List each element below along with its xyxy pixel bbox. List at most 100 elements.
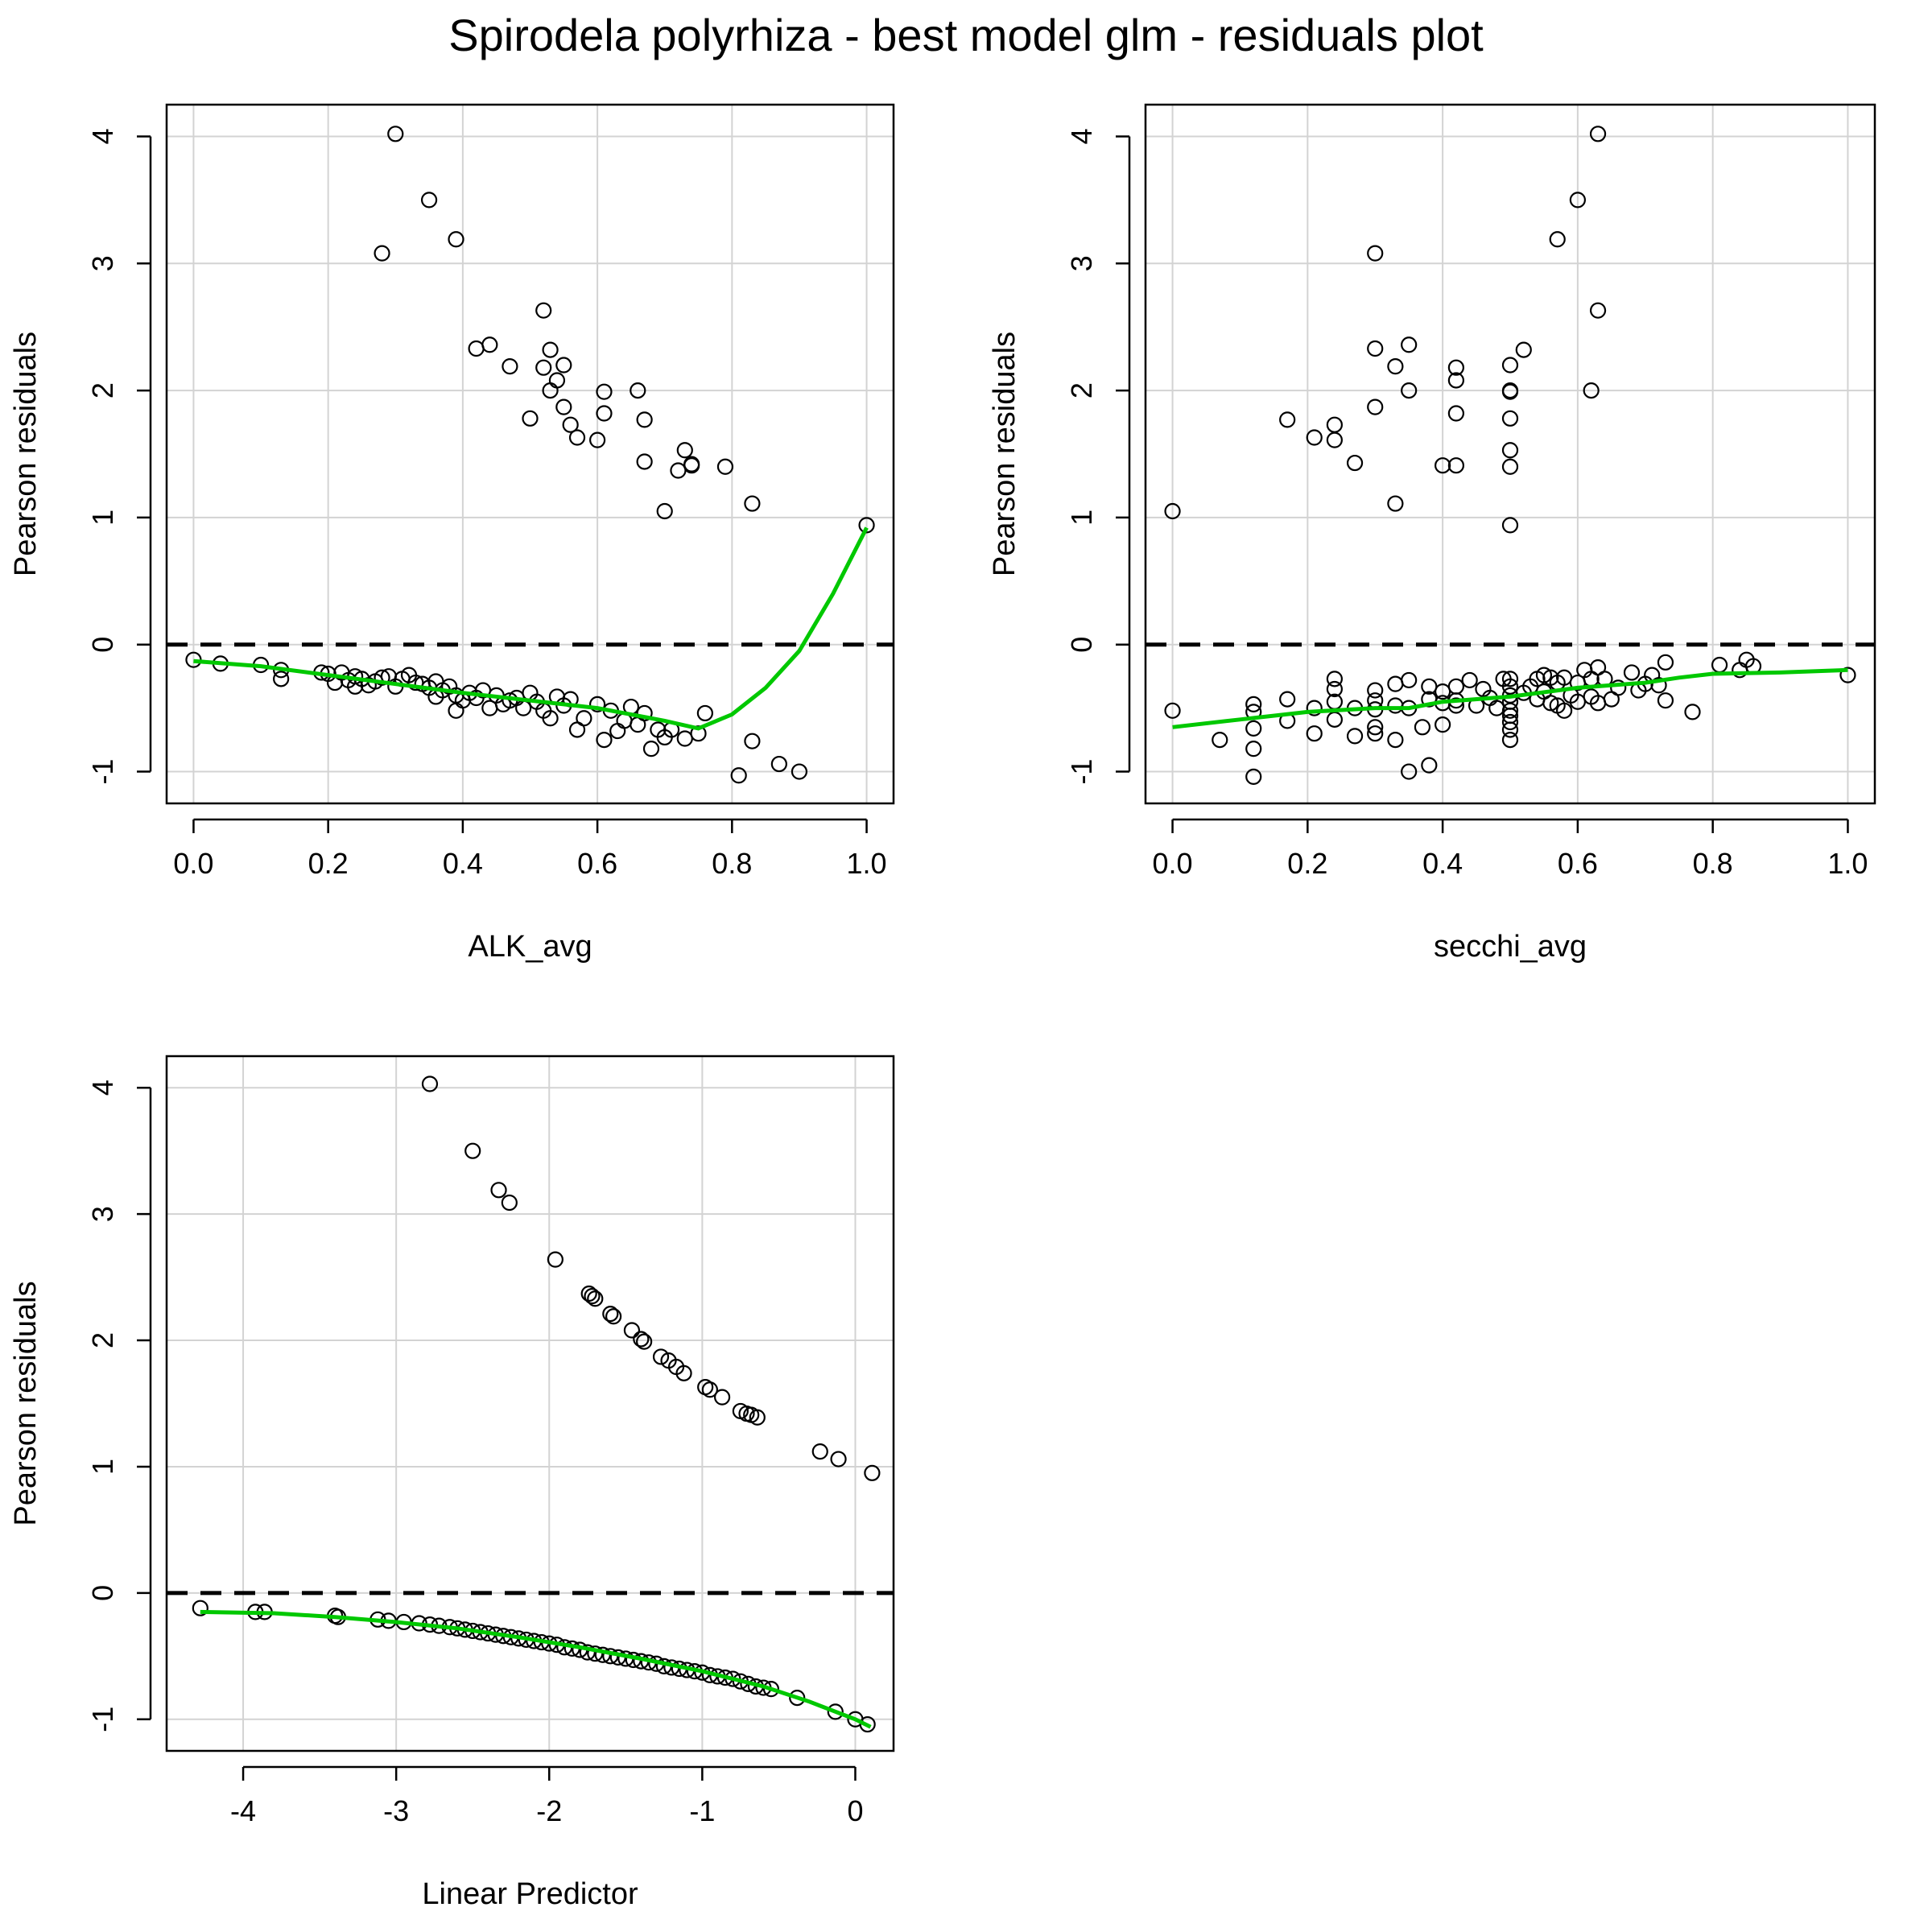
panel-2-point-115: [1549, 231, 1566, 248]
panel-3-point-0: [192, 1600, 208, 1616]
panel-3-xlabel: Linear Predictor: [422, 1877, 638, 1911]
panel-1-point-94: [716, 458, 734, 475]
panel-2-point-12: [1326, 680, 1343, 698]
panel-1-point-85: [596, 383, 613, 400]
panel-2-point-25: [1401, 671, 1418, 689]
panel-2-ytick-label-4: 3: [1065, 255, 1098, 271]
panel-2-ytick-label-1: 0: [1065, 637, 1098, 653]
panel-3-xtick-label-4: 0: [847, 1794, 863, 1827]
panel-2-point-103: [1447, 359, 1464, 376]
panel-2-point-14: [1326, 711, 1343, 728]
panel-1-point-89: [636, 453, 653, 470]
panel-1-xtick-label-0: 0.0: [173, 847, 213, 880]
panel-1-point-76: [542, 341, 559, 358]
panel-3-ytick-label-3: 2: [86, 1332, 119, 1348]
panel-2-point-23: [1387, 697, 1404, 714]
panel-2-point-51: [1501, 721, 1519, 738]
panel-2-point-109: [1501, 410, 1519, 427]
panel-2-point-22: [1387, 675, 1404, 692]
panel-2-point-52: [1501, 731, 1519, 749]
panel-1-point-4: [273, 671, 290, 687]
panel-3-point-76: [701, 1381, 718, 1398]
panel-1-point-97: [858, 517, 875, 534]
panel-2-point-93: [1326, 431, 1343, 448]
panel-2-point-100: [1401, 336, 1418, 353]
panel-1-point-82: [562, 416, 579, 433]
panel-2-point-27: [1401, 763, 1418, 780]
panel-3-point-71: [652, 1348, 670, 1365]
panel-2-point-0: [1164, 702, 1181, 719]
panel-2-point-117: [1583, 382, 1600, 399]
panel-1-xtick-label-1: 0.2: [308, 847, 349, 880]
panel-2-point-37: [1447, 697, 1464, 714]
panel-1-point-55: [636, 704, 653, 722]
panel-1-point-38: [515, 700, 532, 716]
panel-3-point-59: [464, 1142, 481, 1159]
panel-1-ytick-label-0: -1: [86, 759, 119, 785]
panel-3-point-55: [827, 1703, 844, 1720]
panel-2-point-24: [1387, 731, 1404, 749]
panel-1-xtick-label-5: 1.0: [847, 847, 887, 880]
panel-1: 0.0 0.2 0.4 0.6 0.8 1.0 -1 0 1 2 3 4 ALK_avg Pearson …: [9, 103, 895, 964]
panel-1-point-64: [744, 733, 761, 749]
panel-3-points: [192, 1075, 881, 1733]
panel-2-point-106: [1447, 457, 1464, 474]
panel-2-point-9: [1306, 700, 1323, 716]
panel-2-point-17: [1367, 682, 1384, 699]
panel-2-point-119: [1589, 302, 1607, 319]
panel-2-point-57: [1535, 667, 1553, 683]
panel-2-ylabel: Pearson residuals: [988, 332, 1022, 576]
panel-3-point-74: [675, 1364, 692, 1381]
panel-3-smoother: [200, 1609, 872, 1729]
panel-1-point-83: [568, 429, 586, 446]
panel-3-frame: [165, 1055, 895, 1752]
panel-1-ylabel: Pearson residuals: [9, 332, 43, 576]
panel-2-point-6: [1245, 768, 1262, 785]
panel-3-point-62: [547, 1251, 564, 1268]
figure-title: Spirodela polyrhiza - best model glm - r…: [448, 10, 1484, 60]
panel-2-ytick-label-2: 1: [1065, 510, 1098, 526]
panel-2-point-76: [1623, 664, 1641, 681]
panel-1-xlabel: ALK_avg: [468, 930, 592, 964]
panel-2-xtick-label-3: 0.6: [1558, 847, 1598, 880]
panel-2-point-88: [1839, 667, 1856, 683]
panel-1-point-49: [596, 731, 613, 749]
panel-2-point-118: [1589, 126, 1607, 142]
panel-2-point-105: [1447, 405, 1464, 422]
panel-3-ytick-label-0: -1: [86, 1707, 119, 1732]
panel-3-point-54: [789, 1689, 806, 1707]
panel-2-point-75: [1610, 679, 1627, 696]
panel-1-point-48: [589, 696, 606, 713]
panel-2-smoother: [1172, 667, 1848, 729]
panel-3-point-60: [490, 1182, 507, 1199]
panel-1-point-79: [555, 398, 572, 415]
panel-3-point-65: [587, 1290, 604, 1307]
panel-2-point-112: [1501, 517, 1519, 534]
panel-2-point-102: [1435, 457, 1451, 474]
panel-3-point-64: [584, 1288, 601, 1305]
panel-2-point-11: [1326, 671, 1343, 687]
panel-3-point-83: [830, 1451, 847, 1468]
panel-1-point-51: [609, 722, 626, 740]
panel-3-point-69: [633, 1331, 650, 1348]
panel-3-xtick-label-3: -1: [689, 1794, 715, 1827]
panel-1-point-62: [696, 704, 713, 722]
panel-1-frame: [165, 103, 895, 805]
panel-2-point-81: [1657, 654, 1674, 671]
panel-3-point-58: [421, 1075, 439, 1092]
panel-2-point-44: [1501, 671, 1519, 687]
panel-3-ytick-label-4: 3: [86, 1206, 119, 1222]
panel-1-point-68: [387, 126, 404, 142]
panel-1-point-90: [670, 462, 687, 479]
panel-3-point-84: [864, 1464, 881, 1481]
panels: 0.0 0.2 0.4 0.6 0.8 1.0 -1 0 1 2 3 4 ALK_avg Pearson …: [9, 103, 1876, 1911]
panel-2-xlabel: secchi_avg: [1434, 930, 1587, 964]
panel-2-point-34: [1435, 716, 1451, 733]
panel-2-point-97: [1367, 398, 1384, 415]
panel-3-point-81: [749, 1409, 766, 1426]
panel-3-xtick-label-2: -2: [536, 1794, 562, 1827]
panel-2-point-114: [1515, 341, 1532, 358]
panel-2-points: [1164, 126, 1856, 785]
panel-2-point-4: [1245, 720, 1262, 737]
